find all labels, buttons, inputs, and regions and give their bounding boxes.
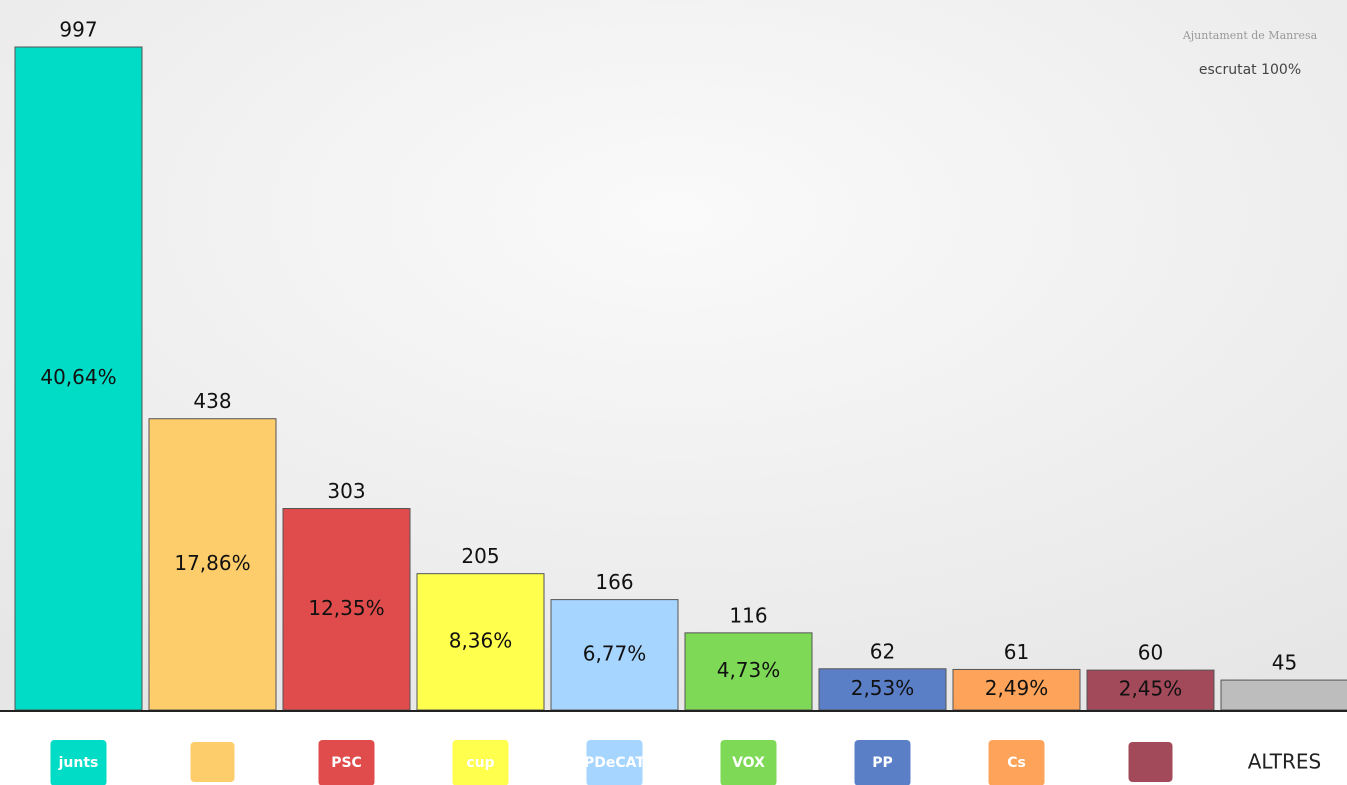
value-label: 166 <box>595 570 633 594</box>
bar <box>14 46 143 711</box>
logo <box>854 740 911 785</box>
share-label: 2,45% <box>1119 677 1183 701</box>
category-label: ALTRES <box>1248 750 1322 774</box>
category-label: Cs <box>1007 755 1026 771</box>
value-label: 116 <box>729 603 767 627</box>
value-label: 205 <box>461 544 499 568</box>
logo <box>988 740 1045 785</box>
category-label: PP <box>872 755 893 771</box>
value-label: 45 <box>1272 651 1297 675</box>
category-label: PDeCAT <box>584 755 645 771</box>
logo <box>50 740 107 785</box>
share-label: 17,86% <box>174 551 250 575</box>
value-label: 60 <box>1138 641 1163 665</box>
share-label: 8,36% <box>449 628 513 652</box>
bar <box>1220 679 1347 711</box>
bar <box>148 418 277 711</box>
category-label: cup <box>466 755 494 771</box>
subtitle: escrutat 100% <box>1199 62 1301 78</box>
logo <box>452 740 509 785</box>
share-label: 2,53% <box>851 676 915 700</box>
bar <box>684 632 813 711</box>
value-label: 61 <box>1004 640 1029 664</box>
bar <box>1086 669 1215 711</box>
value-label: 997 <box>59 18 97 42</box>
bar <box>550 599 679 711</box>
header: Ajuntament de Manresa <box>1182 29 1318 42</box>
value-label: 62 <box>870 639 895 663</box>
value-label: 438 <box>193 389 231 413</box>
logo <box>720 740 777 785</box>
value-label: 303 <box>327 479 365 503</box>
share-label: 2,49% <box>985 676 1049 700</box>
logo <box>318 740 375 785</box>
logo <box>1128 742 1173 782</box>
category-label: junts <box>58 755 99 771</box>
logo <box>586 740 643 785</box>
bar <box>416 573 545 711</box>
share-label: 4,73% <box>717 658 781 682</box>
bar <box>282 508 411 711</box>
category-label: VOX <box>732 755 765 771</box>
share-label: 12,35% <box>308 596 384 620</box>
share-label: 40,64% <box>40 365 116 389</box>
logo <box>190 742 235 782</box>
bar <box>818 668 947 711</box>
category-label: PSC <box>331 755 362 771</box>
share-label: 6,77% <box>583 641 647 665</box>
